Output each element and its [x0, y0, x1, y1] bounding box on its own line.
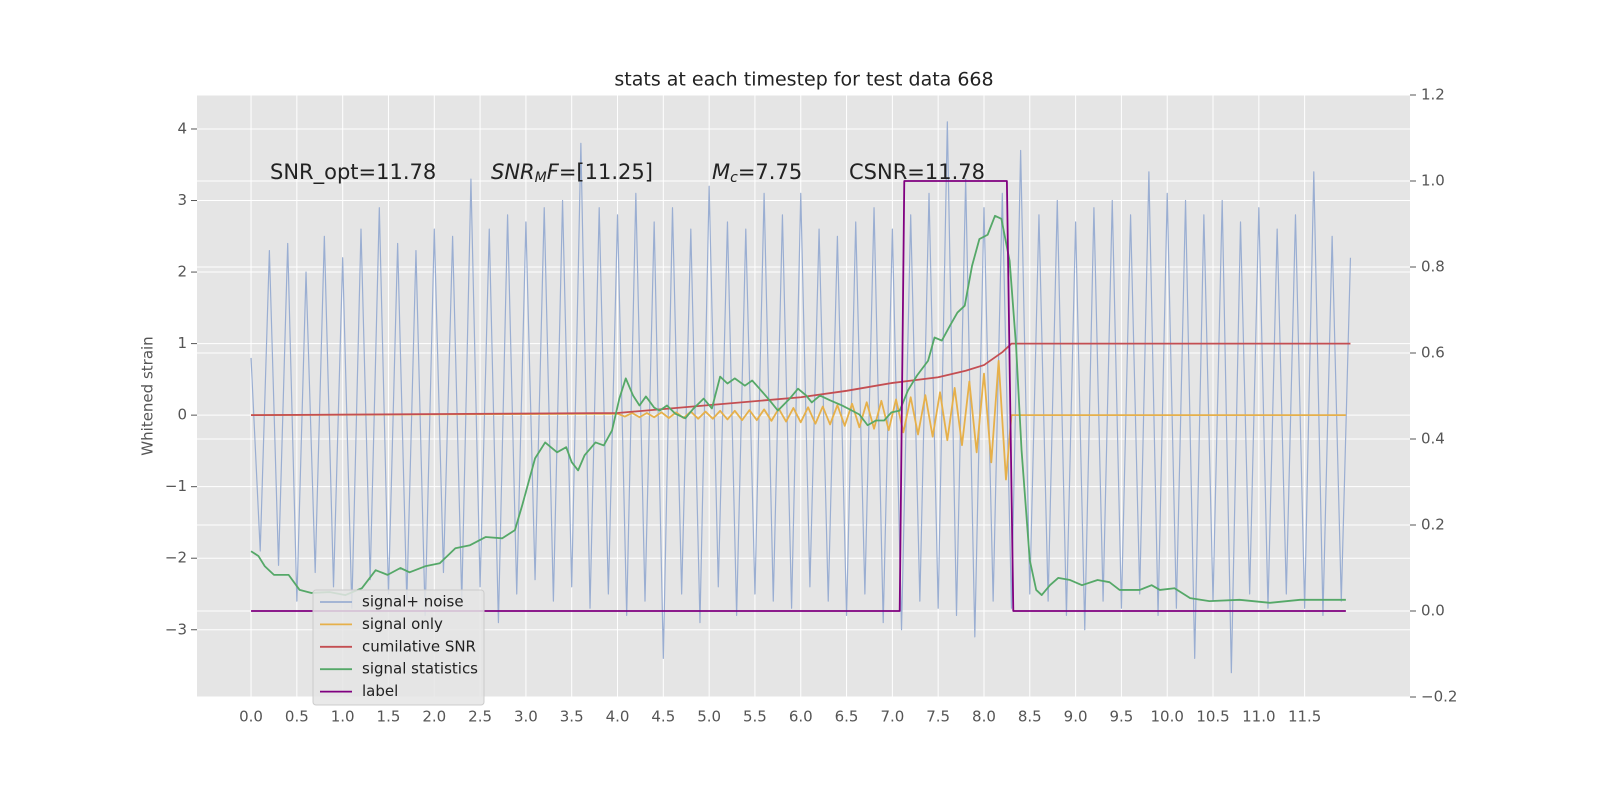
- y2-tick-label: 0.6: [1421, 344, 1445, 362]
- y2-tick-label: −0.2: [1421, 688, 1457, 706]
- x-tick-label: 10.5: [1196, 708, 1229, 726]
- x-tick-label: 11.5: [1288, 708, 1321, 726]
- x-tick-label: 11.0: [1242, 708, 1275, 726]
- annotation-part: F: [547, 160, 560, 184]
- y-tick-label: −3: [165, 620, 187, 638]
- x-tick-label: 7.5: [926, 708, 950, 726]
- legend-label: signal statistics: [362, 660, 478, 678]
- y2-tick-label: 0.4: [1421, 430, 1445, 448]
- annotation-part: =[11.25]: [559, 160, 653, 184]
- annotation-part: M: [535, 170, 547, 186]
- y-tick-label: 4: [177, 119, 187, 137]
- x-tick-label: 4.5: [651, 708, 675, 726]
- x-tick-label: 2.5: [468, 708, 492, 726]
- annotation-part: =7.75: [738, 160, 802, 184]
- annotation-part: M: [712, 160, 730, 184]
- x-tick-label: 2.0: [422, 708, 446, 726]
- y2-tick-label: 0.0: [1421, 602, 1445, 620]
- y-tick-label: 2: [177, 263, 187, 281]
- y-axis-label: Whitened strain: [139, 336, 157, 455]
- annotation: CSNR=11.78: [849, 160, 985, 184]
- x-tick-label: 7.0: [880, 708, 904, 726]
- annotation-part: CSNR=11.78: [849, 160, 985, 184]
- y2-tick-label: 1.2: [1421, 86, 1445, 104]
- annotation: SNR_opt=11.78: [270, 160, 436, 185]
- annotation-part: SNR_opt=11.78: [270, 160, 436, 185]
- y2-tick-label: 1.0: [1421, 172, 1445, 190]
- x-tick-label: 4.0: [606, 708, 630, 726]
- x-tick-label: 10.0: [1151, 708, 1184, 726]
- y2-tick-label: 0.8: [1421, 258, 1445, 276]
- y-tick-label: 1: [177, 334, 187, 352]
- x-tick-label: 8.0: [972, 708, 996, 726]
- annotation-part: c: [730, 170, 738, 186]
- x-tick-label: 6.0: [789, 708, 813, 726]
- series-line: [250, 214, 1346, 604]
- y-tick-label: 3: [177, 191, 187, 209]
- x-tick-label: 3.0: [514, 708, 538, 726]
- y-tick-label: 0: [177, 406, 187, 424]
- legend-label: label: [362, 682, 398, 700]
- x-tick-label: 8.5: [1018, 708, 1042, 726]
- x-tick-label: 3.5: [560, 708, 584, 726]
- legend-box: [312, 589, 485, 706]
- y2-tick-label: 0.2: [1421, 516, 1445, 534]
- series-line: [250, 121, 1352, 674]
- x-tick-label: 0.5: [285, 708, 309, 726]
- y-tick-label: −1: [165, 477, 187, 495]
- annotation: SNRMF=[11.25]: [491, 160, 653, 186]
- chart-title: stats at each timestep for test data 668: [614, 69, 993, 91]
- y-tick-label: −2: [165, 549, 187, 567]
- x-tick-label: 5.5: [743, 708, 767, 726]
- x-tick-label: 6.5: [835, 708, 859, 726]
- series-line: [251, 359, 1346, 481]
- x-tick-label: 1.5: [377, 708, 401, 726]
- legend-label: signal only: [362, 615, 443, 633]
- series-line: [251, 180, 1346, 612]
- annotation-part: SNR: [491, 160, 535, 184]
- x-tick-label: 0.0: [239, 708, 263, 726]
- legend-label: signal+ noise: [362, 593, 464, 611]
- x-tick-label: 1.0: [331, 708, 355, 726]
- x-tick-label: 9.0: [1064, 708, 1088, 726]
- annotation: Mc=7.75: [712, 160, 802, 186]
- x-tick-label: 5.0: [697, 708, 721, 726]
- x-tick-label: 9.5: [1109, 708, 1133, 726]
- legend-label: cumilative SNR: [362, 637, 476, 655]
